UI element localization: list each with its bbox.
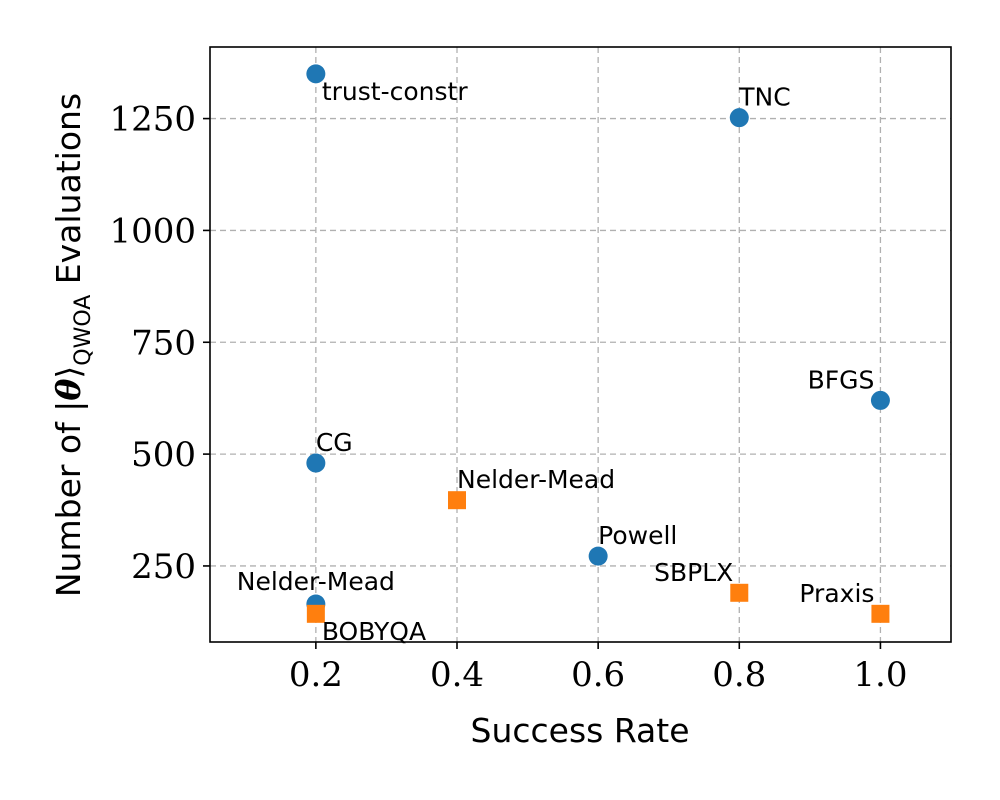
label-bobyqa: BOBYQA (322, 617, 426, 646)
label-sbplx: SBPLX (654, 558, 733, 587)
y-tick-label: 1000 (109, 211, 196, 251)
marker-cg (306, 453, 326, 473)
y-axis-label-theta: θ (49, 379, 88, 401)
marker-bobyqa (306, 604, 325, 623)
label-cg: CG (316, 428, 353, 457)
label-praxis: Praxis (799, 579, 874, 608)
label-nelder-mead: Nelder-Mead (237, 567, 395, 596)
x-tick-label: 0.8 (712, 655, 766, 695)
marker-praxis (871, 604, 890, 623)
y-tick-label: 250 (131, 547, 196, 587)
marker-trust-constr (306, 64, 326, 84)
marker-sbplx (730, 583, 749, 602)
axis-ticks: 0.2 0.4 0.6 0.8 1.0 250 500 750 1000 1250 (109, 100, 907, 695)
point-labels: trust-constr TNC BFGS CG Powell Nelder-Mead Ne… (237, 77, 875, 646)
label-bfgs: BFGS (808, 365, 875, 394)
marker-nelder-mead (448, 491, 466, 510)
label-powell: Powell (598, 521, 677, 550)
data-markers (306, 64, 890, 623)
x-tick-label: 1.0 (853, 655, 907, 695)
y-axis-label-subscript: QWOA (71, 295, 96, 366)
x-axis-label: Success Rate (471, 711, 690, 750)
y-axis-label: Number of |θ⟩QWOA Evaluations (49, 93, 96, 597)
y-axis-label-suffix: Evaluations (49, 93, 88, 295)
label-tnc: TNC (738, 83, 790, 112)
label-nelder-mead: Nelder-Mead (457, 465, 615, 494)
x-tick-label: 0.6 (571, 655, 625, 695)
plot-frame (209, 46, 952, 643)
y-axis-label-rangle: ⟩ (49, 366, 88, 379)
marker-tnc (729, 108, 749, 128)
y-tick-label: 750 (131, 323, 196, 363)
label-trust-constr: trust-constr (322, 77, 468, 106)
y-tick-label: 500 (131, 435, 196, 475)
marker-bfgs (870, 390, 890, 410)
y-axis-label-prefix: Number of | (49, 401, 88, 597)
x-tick-label: 0.4 (430, 655, 484, 695)
y-tick-label: 1250 (109, 100, 196, 140)
grid (210, 47, 951, 642)
x-tick-label: 0.2 (289, 655, 343, 695)
marker-powell (588, 546, 608, 566)
